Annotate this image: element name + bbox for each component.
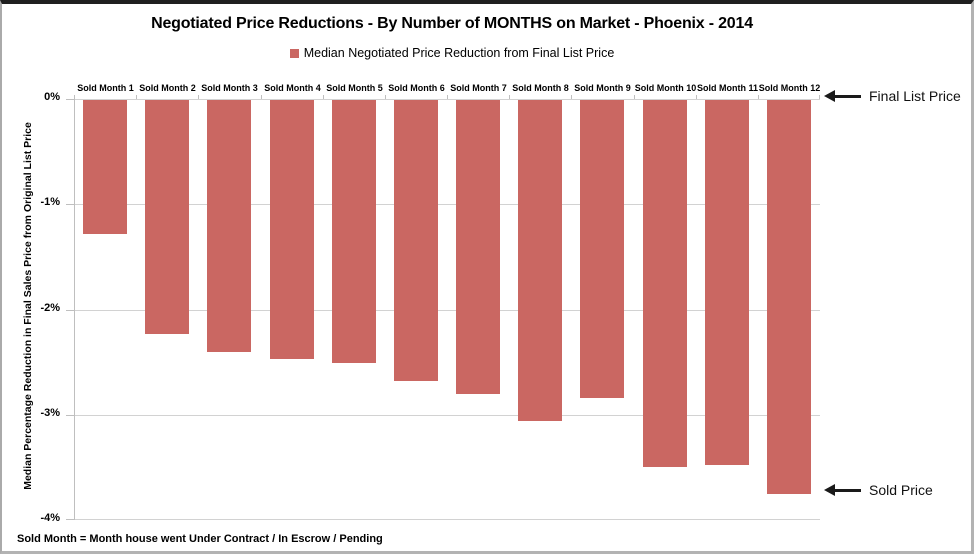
- y-axis-line: [74, 99, 75, 520]
- y-tick-label: 0%: [44, 91, 60, 103]
- x-axis-tick: [261, 95, 262, 99]
- bar-sold-month-11: [705, 100, 749, 465]
- annotation-sold-price: Sold Price: [824, 482, 933, 498]
- legend: Median Negotiated Price Reduction from F…: [2, 46, 902, 60]
- gridline: [74, 519, 820, 520]
- category-label: Sold Month 12: [758, 83, 821, 93]
- x-axis-tick: [571, 95, 572, 99]
- y-axis-tick: [66, 204, 74, 205]
- bar-sold-month-8: [518, 100, 562, 421]
- bar-sold-month-12: [767, 100, 811, 494]
- annotation-sold-price-label: Sold Price: [869, 482, 933, 498]
- category-label: Sold Month 8: [512, 83, 569, 93]
- x-axis-tick: [509, 95, 510, 99]
- chart-title: Negotiated Price Reductions - By Number …: [151, 15, 753, 32]
- bar-sold-month-7: [456, 100, 500, 394]
- gridline: [74, 415, 820, 416]
- footnote: Sold Month = Month house went Under Cont…: [17, 533, 383, 545]
- x-axis-tick: [447, 95, 448, 99]
- left-arrow-icon: [824, 89, 861, 102]
- category-label: Sold Month 5: [326, 83, 383, 93]
- bar-sold-month-3: [207, 100, 251, 352]
- gridline: [74, 310, 820, 311]
- x-axis-tick: [758, 95, 759, 99]
- category-label: Sold Month 2: [139, 83, 196, 93]
- y-tick-label: -4%: [40, 512, 60, 524]
- x-axis-tick: [198, 95, 199, 99]
- category-label: Sold Month 11: [696, 83, 758, 93]
- category-label: Sold Month 10: [634, 83, 697, 93]
- y-axis-tick: [66, 415, 74, 416]
- annotation-final-list-price: Final List Price: [824, 88, 961, 104]
- x-axis-tick: [74, 95, 75, 99]
- category-labels: Sold Month 1 Sold Month 2 Sold Month 3 Sold…: [74, 83, 820, 96]
- x-axis-tick: [323, 95, 324, 99]
- bar-sold-month-5: [332, 100, 376, 363]
- x-axis-tick: [634, 95, 635, 99]
- annotation-final-list-price-label: Final List Price: [869, 88, 961, 104]
- category-label: Sold Month 6: [388, 83, 445, 93]
- bar-sold-month-6: [394, 100, 438, 381]
- bar-sold-month-9: [580, 100, 624, 398]
- legend-swatch-icon: [289, 48, 299, 58]
- y-axis-tick: [66, 99, 74, 100]
- x-axis-tick: [696, 95, 697, 99]
- category-label: Sold Month 1: [77, 83, 134, 93]
- category-label: Sold Month 9: [574, 83, 631, 93]
- x-axis-tick: [136, 95, 137, 99]
- y-tick-label: -2%: [40, 302, 60, 314]
- plot-area: [66, 95, 820, 520]
- y-axis-tick: [66, 310, 74, 311]
- x-axis-tick: [819, 95, 820, 99]
- x-axis-tick: [385, 95, 386, 99]
- legend-label: Median Negotiated Price Reduction from F…: [303, 46, 615, 60]
- bar-sold-month-2: [145, 100, 189, 334]
- category-label: Sold Month 4: [264, 83, 321, 93]
- bar-sold-month-10: [643, 100, 687, 467]
- bar-sold-month-4: [270, 100, 314, 359]
- category-label: Sold Month 3: [201, 83, 258, 93]
- gridline: [74, 99, 820, 100]
- y-axis-tick: [66, 519, 74, 520]
- gridline: [74, 204, 820, 205]
- left-arrow-icon: [824, 483, 861, 496]
- category-label: Sold Month 7: [450, 83, 507, 93]
- y-tick-label: -3%: [40, 407, 60, 419]
- bar-sold-month-1: [83, 100, 127, 234]
- y-tick-label: -1%: [40, 196, 60, 208]
